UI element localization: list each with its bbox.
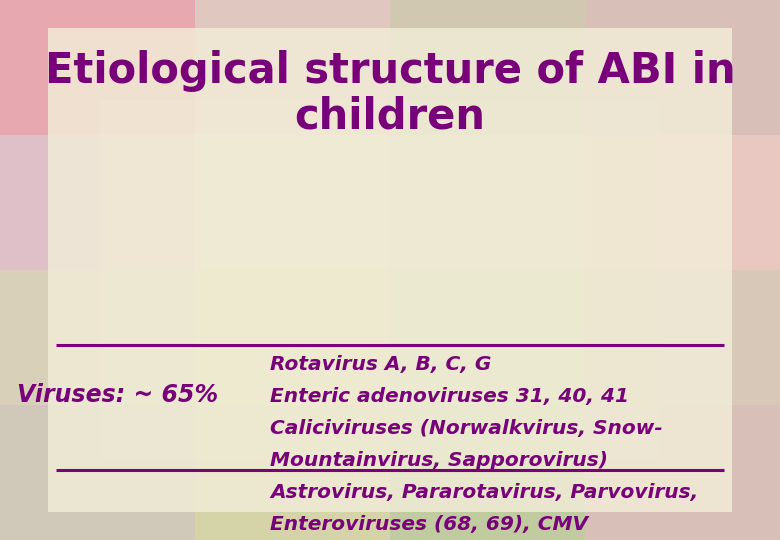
Bar bbox=[0, 405, 195, 540]
Bar bbox=[100, 100, 660, 460]
Text: Etiological structure of ABI in
children: Etiological structure of ABI in children bbox=[44, 50, 736, 137]
Text: Caliciviruses (Norwalkvirus, Snow-: Caliciviruses (Norwalkvirus, Snow- bbox=[270, 419, 663, 438]
Bar bbox=[0, 270, 195, 405]
Text: Enteric adenoviruses 31, 40, 41: Enteric adenoviruses 31, 40, 41 bbox=[270, 387, 629, 406]
Text: Astrovirus, Pararotavirus, Parvovirus,: Astrovirus, Pararotavirus, Parvovirus, bbox=[270, 483, 698, 502]
Bar bbox=[195, 270, 390, 405]
Bar bbox=[585, 135, 780, 270]
Text: Mountainvirus, Sapporovirus): Mountainvirus, Sapporovirus) bbox=[270, 451, 608, 470]
Bar bbox=[585, 405, 780, 540]
Bar bbox=[390, 135, 585, 270]
Bar bbox=[390, 270, 585, 405]
Bar bbox=[0, 0, 195, 135]
Bar bbox=[195, 135, 390, 270]
Bar bbox=[390, 0, 585, 135]
Bar bbox=[390, 405, 585, 540]
Text: Rotavirus A, B, C, G: Rotavirus A, B, C, G bbox=[270, 355, 491, 374]
Text: Viruses: ~ 65%: Viruses: ~ 65% bbox=[17, 383, 218, 407]
Bar bbox=[585, 0, 780, 135]
Bar bbox=[195, 0, 390, 135]
Bar bbox=[195, 405, 390, 540]
Bar bbox=[0, 135, 195, 270]
FancyBboxPatch shape bbox=[48, 28, 732, 512]
Bar bbox=[585, 270, 780, 405]
Text: Enteroviruses (68, 69), CMV: Enteroviruses (68, 69), CMV bbox=[270, 515, 588, 534]
